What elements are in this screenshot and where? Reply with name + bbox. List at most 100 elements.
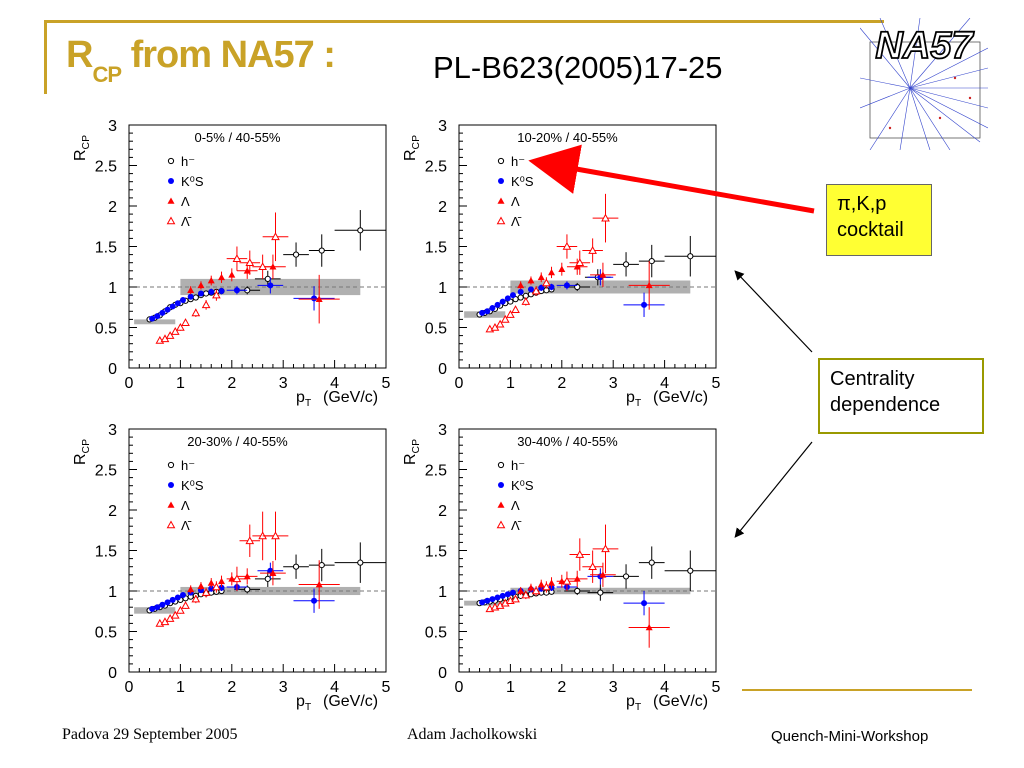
data-point (164, 306, 171, 313)
x-tick-label: 5 (712, 679, 721, 696)
y-tick-label: 2.5 (95, 159, 117, 176)
legend-label: Λ (511, 498, 520, 513)
y-tick-label: 2 (108, 503, 117, 520)
legend-marker (166, 520, 176, 529)
x-tick-label: 4 (330, 679, 339, 696)
data-point (562, 241, 572, 250)
data-point (599, 271, 607, 278)
panel-2: 0 0.5 1 1.5 2 2.5 3 0 1 2 3 4 5 pT (GeV/c) RCP 10-20% /… (402, 118, 721, 409)
data-point (622, 261, 630, 268)
data-point (218, 577, 226, 585)
data-point (271, 232, 280, 241)
logo-text: NA57 (875, 25, 974, 67)
y-tick-label: 3 (438, 422, 447, 439)
data-point (531, 286, 541, 295)
data-point (267, 282, 274, 289)
data-point (588, 246, 597, 254)
centrality-arrow-up (734, 270, 813, 353)
data-point (181, 601, 190, 609)
data-point (174, 594, 181, 601)
data-point (575, 550, 585, 558)
y-tick-label: 0.5 (95, 321, 117, 338)
data-point (558, 265, 566, 272)
title-frame-horizontal (44, 20, 884, 23)
logo-event-display (860, 18, 988, 150)
panel-title: 30-40% / 40-55% (517, 434, 618, 449)
data-point (154, 313, 161, 320)
x-axis-label: pT (296, 693, 312, 713)
data-point (573, 575, 581, 582)
series-Lambda (517, 258, 670, 310)
data-point (641, 600, 648, 607)
y-tick-label: 0 (438, 361, 447, 378)
data-point (504, 591, 511, 598)
data-point (509, 589, 516, 596)
legend-marker (167, 461, 175, 469)
data-point (179, 592, 186, 599)
legend-label: Λ̄ (181, 518, 192, 533)
x-axis-unit: (GeV/c) (653, 389, 708, 406)
data-point (479, 309, 486, 316)
data-point (495, 319, 505, 328)
data-point (527, 286, 534, 293)
data-point (494, 301, 501, 308)
y-axis-label-text: RCP (72, 135, 92, 161)
legend-label: Λ̄ (511, 518, 522, 533)
panel-4: 0 0.5 1 1.5 2 2.5 3 0 1 2 3 4 5 pT (GeV/c) RCP 30-40% /… (402, 422, 721, 713)
panel-title: 20-30% / 40-55% (187, 434, 288, 449)
data-point (243, 267, 251, 274)
x-axis-label: pT (626, 693, 642, 713)
data-point (517, 281, 525, 289)
legend-marker (166, 216, 176, 225)
data-point (521, 590, 531, 599)
data-point (494, 594, 501, 601)
y-axis-label: RCP (72, 439, 92, 465)
x-tick-label: 3 (609, 679, 618, 696)
series-Lambda (187, 560, 340, 609)
y-tick-label: 2 (438, 503, 447, 520)
data-point (517, 288, 524, 295)
y-tick-label: 1.5 (425, 544, 447, 561)
x-axis-unit: (GeV/c) (323, 693, 378, 710)
centrality-box: Centrality dependence (818, 358, 984, 434)
title-rest: from NA57 : (121, 34, 336, 76)
data-point (218, 273, 226, 281)
data-point (197, 290, 204, 297)
legend-label: Λ (181, 498, 190, 513)
y-tick-label: 2 (108, 199, 117, 216)
data-point (588, 562, 597, 570)
data-point (622, 573, 630, 580)
panel-3: 0 0.5 1 1.5 2 2.5 3 0 1 2 3 4 5 pT (GeV/c) RCP 20-30% /… (72, 422, 391, 713)
data-point (292, 563, 300, 570)
legend-marker (496, 216, 506, 225)
data-point (187, 286, 195, 294)
data-point (169, 596, 176, 603)
paper-reference: PL-B623(2005)17-25 (433, 50, 723, 85)
data-point (601, 213, 610, 222)
x-tick-label: 0 (455, 679, 464, 696)
data-point (531, 586, 541, 595)
data-point (318, 247, 325, 254)
series-K0S (479, 269, 665, 317)
systematic-band (134, 319, 176, 325)
legend-marker (497, 461, 505, 469)
cocktail-line-1: π,K,p (837, 193, 887, 215)
legend-label: h⁻ (511, 458, 525, 473)
title-frame-vertical (44, 20, 47, 94)
x-axis-label: pT (296, 389, 312, 409)
data-point (154, 604, 161, 611)
y-tick-label: 0 (438, 665, 447, 682)
title-subscript: CP (92, 61, 122, 87)
data-point (311, 597, 318, 604)
data-point (201, 300, 211, 309)
y-tick-label: 2 (438, 199, 447, 216)
centrality-line-1: Centrality (830, 368, 915, 390)
centrality-arrow-down (734, 441, 813, 538)
data-point (174, 300, 181, 307)
series-antiLambda (155, 511, 289, 627)
data-point (527, 277, 535, 284)
x-tick-label: 5 (382, 375, 391, 392)
data-point (537, 581, 545, 588)
x-tick-label: 3 (279, 375, 288, 392)
data-point (191, 308, 201, 317)
